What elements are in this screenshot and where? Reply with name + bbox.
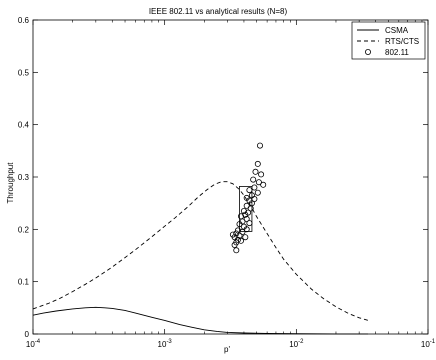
marker-802-11	[251, 184, 258, 191]
marker-802-11	[243, 215, 250, 222]
x-tick-label: 10-2	[289, 339, 304, 349]
marker-802-11	[246, 220, 253, 227]
y-tick-label: 0.2	[18, 225, 30, 234]
y-tick-label: 0.5	[18, 68, 30, 77]
x-tick-label: 10-1	[421, 339, 436, 349]
x-axis: 10-4 10-3 10-2 10-1	[26, 20, 436, 349]
y-tick-label: 0	[25, 330, 30, 339]
marker-802-11	[229, 231, 236, 238]
marker-802-11	[242, 234, 249, 241]
x-axis-label: p'	[224, 345, 230, 354]
marker-802-11	[233, 247, 240, 254]
marker-802-11	[256, 142, 263, 149]
marker-802-11	[243, 226, 250, 233]
legend-marker-802-11	[364, 49, 371, 56]
marker-802-11	[250, 176, 257, 183]
legend-label: 802.11	[385, 48, 409, 57]
y-tick-label: 0.1	[18, 278, 30, 287]
marker-802-11	[254, 189, 261, 196]
marker-802-11	[237, 213, 244, 220]
marker-802-11	[255, 179, 262, 186]
marker-802-11	[240, 207, 247, 214]
x-tick-label: 10-3	[158, 339, 173, 349]
plot-area	[32, 19, 429, 335]
marker-802-11	[260, 181, 267, 188]
annotation-box	[239, 186, 253, 232]
legend: CSMA RTS/CTS 802.11	[351, 21, 426, 60]
chart-title: IEEE 802.11 vs analytical results (N=8)	[149, 7, 288, 16]
legend-box	[351, 21, 426, 60]
x-tick-label: 10-4	[26, 339, 41, 349]
marker-802-11	[233, 230, 240, 237]
y-tick-label: 0.6	[18, 16, 30, 25]
marker-802-11	[231, 241, 238, 248]
marker-802-11	[247, 205, 254, 212]
y-axis-label: Throughput	[6, 162, 15, 204]
line-rts-cts	[32, 181, 369, 321]
line-csma	[32, 306, 368, 335]
marker-802-11	[239, 228, 246, 235]
legend-label: RTS/CTS	[385, 37, 419, 46]
marker-802-11	[252, 168, 259, 175]
y-tick-label: 0.4	[18, 121, 30, 130]
plot-frame	[32, 19, 429, 335]
y-tick-label: 0.3	[18, 173, 30, 182]
marker-802-11	[246, 187, 253, 194]
marker-802-11	[254, 160, 261, 167]
marker-802-11	[258, 171, 265, 178]
legend-label: CSMA	[385, 26, 409, 35]
y-axis: 0 0.1 0.2 0.3 0.4 0.5 0.6	[18, 16, 428, 339]
